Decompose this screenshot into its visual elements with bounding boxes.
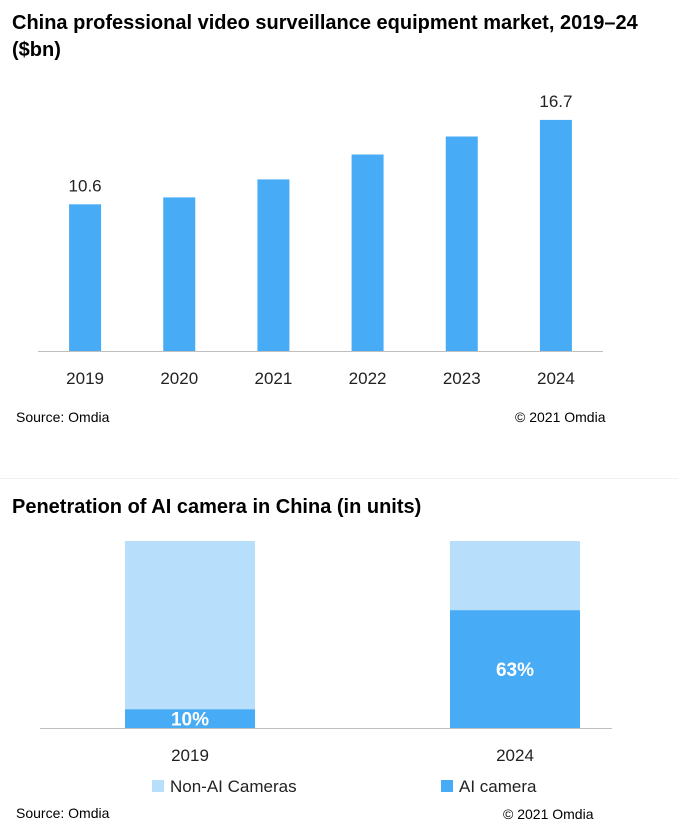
- data-label-ai-2024: 63%: [496, 660, 534, 681]
- x-tick-label-2019: 2019: [66, 369, 104, 388]
- chart-1-svg: 2019 10.6 2020 2021 2022 2023 2024 16.7: [38, 92, 603, 388]
- legend-label-ai-camera: AI camera: [459, 777, 537, 796]
- x-tick-label-2020: 2020: [160, 369, 198, 388]
- bar-non-ai-2019: [125, 541, 255, 710]
- legend-swatch-non-ai-cameras: [152, 780, 164, 792]
- chart-1-copyright: © 2021 Omdia: [515, 409, 606, 425]
- chart-1-source: Source: Omdia: [16, 409, 110, 425]
- bar-2021: [257, 179, 290, 351]
- legend-label-non-ai-cameras: Non-AI Cameras: [170, 777, 297, 796]
- data-label-2019: 10.6: [69, 176, 102, 195]
- bar-2019: [69, 204, 102, 351]
- data-label-2024: 16.7: [539, 92, 572, 111]
- section-divider: [0, 478, 678, 479]
- x-tick-label-2021: 2021: [255, 369, 293, 388]
- x-tick-label-2022: 2022: [349, 369, 387, 388]
- x-tick-label-2019: 2019: [171, 746, 209, 765]
- bar-ai-2024: [450, 610, 580, 728]
- data-label-ai-2019: 10%: [171, 710, 209, 731]
- bar-ai-2019: [125, 709, 255, 728]
- bar-2022: [351, 154, 384, 351]
- bar-2023: [445, 136, 478, 351]
- chart-2-source: Source: Omdia: [16, 805, 110, 821]
- x-tick-label-2024: 2024: [496, 746, 534, 765]
- chart-2-title: Penetration of AI camera in China (in un…: [12, 496, 422, 518]
- bar-2020: [163, 197, 196, 351]
- chart-1-title: China professional video surveillance eq…: [12, 12, 638, 61]
- x-tick-label-2024: 2024: [537, 369, 575, 388]
- chart-2-copyright: © 2021 Omdia: [503, 806, 594, 822]
- x-tick-label-2023: 2023: [443, 369, 481, 388]
- legend-swatch-ai-camera: [441, 780, 453, 792]
- bar-2024: [539, 119, 572, 351]
- bar-non-ai-2024: [450, 541, 580, 611]
